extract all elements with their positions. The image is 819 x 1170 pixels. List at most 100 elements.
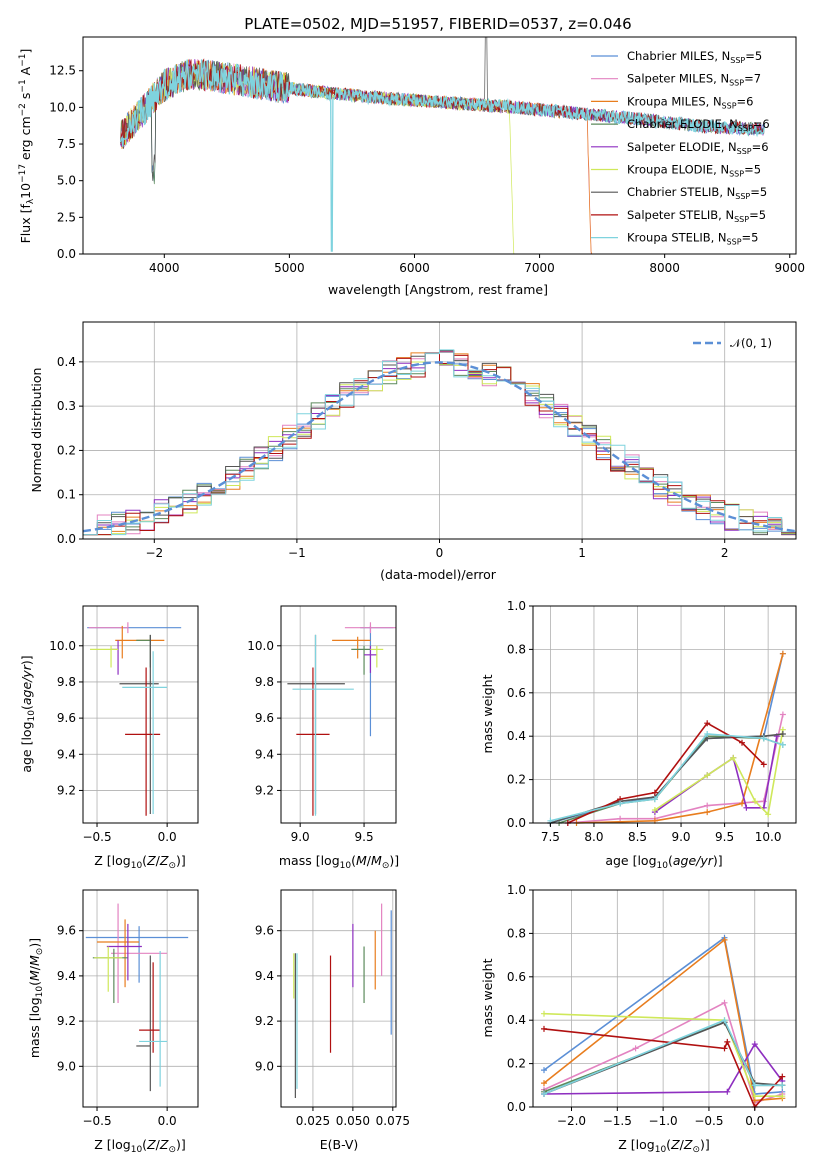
massweight-vs-Z-series-line <box>543 1012 783 1097</box>
legend-label: Salpeter ELODIE, NSSP=6 <box>627 140 769 156</box>
massweight-vs-age-ytick-label: 0.6 <box>507 686 526 700</box>
mass-vs-Z-ylabel: mass [log10(M/M⊙)] <box>27 938 45 1058</box>
spectrum-xtick-label: 4000 <box>149 261 180 275</box>
massweight-vs-Z-series-line <box>543 1019 783 1095</box>
massweight-vs-Z-ylabel: mass weight <box>480 958 495 1037</box>
age-vs-mass-ytick-label: 9.6 <box>255 711 274 725</box>
legend-label: Chabrier STELIB, NSSP=5 <box>627 185 767 201</box>
age-vs-mass-ytick-label: 9.2 <box>255 783 274 797</box>
residuals-ylabel: Normed distribution <box>29 368 44 493</box>
massweight-vs-age-series-line <box>654 736 778 813</box>
spectrum-ytick-label: 10.0 <box>49 100 76 114</box>
legend-subscript: SSP <box>730 56 745 65</box>
massweight-vs-Z-series-line <box>543 938 783 1102</box>
gaussian-curve <box>82 361 797 533</box>
legend-count: =5 <box>745 49 762 63</box>
legend-count: =5 <box>749 208 766 222</box>
legend-count: =6 <box>752 140 769 154</box>
massweight-vs-age-series-line <box>567 722 765 824</box>
mass-vs-ebv-xtick-label: 0.025 <box>296 1114 330 1128</box>
massweight-vs-Z-ytick-label: 0.0 <box>507 1100 526 1114</box>
residuals-xlabel: (data-model)/error <box>380 567 497 582</box>
massweight-vs-age-series-line <box>550 733 784 822</box>
massweight-vs-age-xtick-label: 10.0 <box>755 830 782 844</box>
residuals-xtick-label: 1 <box>578 546 586 560</box>
massweight-vs-age-axes <box>532 605 797 824</box>
age-vs-Z-ytick-label: 9.4 <box>57 747 76 761</box>
age-vs-Z-ytick-label: 10.0 <box>49 639 76 653</box>
legend-subscript: SSP <box>735 192 750 201</box>
age-vs-mass-xtick-label: 9.0 <box>291 830 310 844</box>
mass-vs-ebv-ytick-label: 9.4 <box>255 969 274 983</box>
spectrum-xtick-label: 5000 <box>274 261 305 275</box>
mass-vs-Z-ytick-label: 9.2 <box>57 1014 76 1028</box>
massweight-vs-Z-series-line <box>543 1042 783 1095</box>
mass-vs-ebv-xtick-label: 0.050 <box>336 1114 370 1128</box>
age-vs-Z-ytick-label: 9.6 <box>57 711 76 725</box>
residuals-xtick-label: −2 <box>145 546 163 560</box>
legend-subscript: SSP <box>722 101 737 110</box>
massweight-vs-Z-xtick-label: −1.0 <box>649 1114 678 1128</box>
spectrum-series-line <box>119 59 766 252</box>
spectrum-ytick-label: 0.0 <box>57 247 76 261</box>
mass-vs-Z-panel: −0.5 0.0 9.0 9.2 9.4 9.6 Z [log10(Z/Z⊙)] mass… <box>27 889 199 1155</box>
spectrum-xtick-label: 6000 <box>399 261 430 275</box>
age-vs-Z-axes <box>82 605 199 824</box>
legend-subscript: SSP <box>734 215 749 224</box>
legend-label: Salpeter MILES, NSSP=7 <box>627 72 761 88</box>
age-vs-Z-ytick-label: 9.8 <box>57 675 76 689</box>
spectrum-ytick-label: 2.5 <box>57 210 76 224</box>
mass-vs-Z-xtick-label: 0.0 <box>158 1114 177 1128</box>
residuals-xtick-label: 0 <box>436 546 444 560</box>
massweight-vs-Z-series-line <box>543 1028 783 1109</box>
age-vs-mass-panel: 9.0 9.5 9.2 9.4 9.6 9.8 10.0 mass [log10(M/M⊙)… <box>247 605 399 871</box>
spectrum-axes <box>82 36 797 255</box>
massweight-vs-Z-xtick-label: −0.5 <box>694 1114 723 1128</box>
spectrum-ytick-label: 7.5 <box>57 137 76 151</box>
mass-vs-ebv-xtick-label: 0.075 <box>376 1114 410 1128</box>
legend-label: Kroupa STELIB, NSSP=5 <box>627 231 758 247</box>
spectrum-ylabel: Flux [fλ10−17 erg cm−2 s−1 A−1] <box>18 49 36 244</box>
spectrum-lines <box>119 37 766 254</box>
mass-vs-Z-axes <box>82 889 199 1108</box>
massweight-vs-Z-ytick-label: 0.2 <box>507 1057 526 1071</box>
spectrum-legend: Chabrier MILES, NSSP=5 Salpeter MILES, NS… <box>591 49 770 247</box>
spectrum-ytick-label: 12.5 <box>49 64 76 78</box>
massweight-vs-age-ytick-label: 0.4 <box>507 729 526 743</box>
massweight-vs-Z-ytick-label: 0.8 <box>507 926 526 940</box>
age-vs-mass-xlabel: mass [log10(M/M⊙)] <box>279 853 399 871</box>
age-vs-Z-panel: −0.5 0.09.29.49.69.810.0 Z [log10(Z/Z⊙)] … <box>19 605 199 871</box>
spectrum-ytick-label: 5.0 <box>57 174 76 188</box>
residuals-ytick-label: 0.3 <box>57 399 76 413</box>
mass-vs-Z-ytick-label: 9.6 <box>57 924 76 938</box>
residuals-ytick-label: 0.1 <box>57 488 76 502</box>
legend-count: =6 <box>753 117 770 131</box>
massweight-vs-Z-ytick-label: 0.4 <box>507 1013 526 1027</box>
spectrum-series-line <box>120 58 593 254</box>
massweight-vs-age-xlabel: age [log10(age/yr)] <box>605 853 722 871</box>
figure-title: PLATE=0502, MJD=51957, FIBERID=0537, z=0… <box>244 15 631 33</box>
legend-subscript: SSP <box>729 170 744 179</box>
residuals-xtick-label: 2 <box>721 546 729 560</box>
massweight-vs-age-ytick-label: 0.2 <box>507 773 526 787</box>
massweight-vs-age-xtick-label: 8.0 <box>584 830 603 844</box>
legend-count: =5 <box>742 231 759 245</box>
massweight-vs-age-series-line <box>576 653 784 824</box>
legend-count: =6 <box>737 94 754 108</box>
massweight-vs-age-xtick-label: 9.5 <box>715 830 734 844</box>
legend-count: =7 <box>744 72 761 86</box>
massweight-vs-Z-ytick-label: 0.6 <box>507 970 526 984</box>
spectrum-xtick-label: 9000 <box>774 261 805 275</box>
massweight-vs-Z-panel: −2.0 −1.5 −1.0 −0.5 0.0 0.0 0.2 0.4 0.6 0.8 1.0 Z … <box>480 883 797 1155</box>
mass-vs-Z-xlabel: Z [log10(Z/Z⊙)] <box>94 1137 186 1155</box>
massweight-vs-Z-axes <box>532 889 797 1108</box>
legend-subscript: SSP <box>737 147 752 156</box>
age-vs-Z-xlabel: Z [log10(Z/Z⊙)] <box>94 853 186 871</box>
age-vs-Z-ytick-label: 9.2 <box>57 783 76 797</box>
massweight-vs-age-ylabel: mass weight <box>480 674 495 753</box>
age-vs-Z-xtick-label: −0.5 <box>82 830 111 844</box>
mass-vs-ebv-ytick-label: 9.6 <box>255 924 274 938</box>
residuals-xtick-label: −1 <box>288 546 306 560</box>
massweight-vs-age-ytick-label: 1.0 <box>507 599 526 613</box>
